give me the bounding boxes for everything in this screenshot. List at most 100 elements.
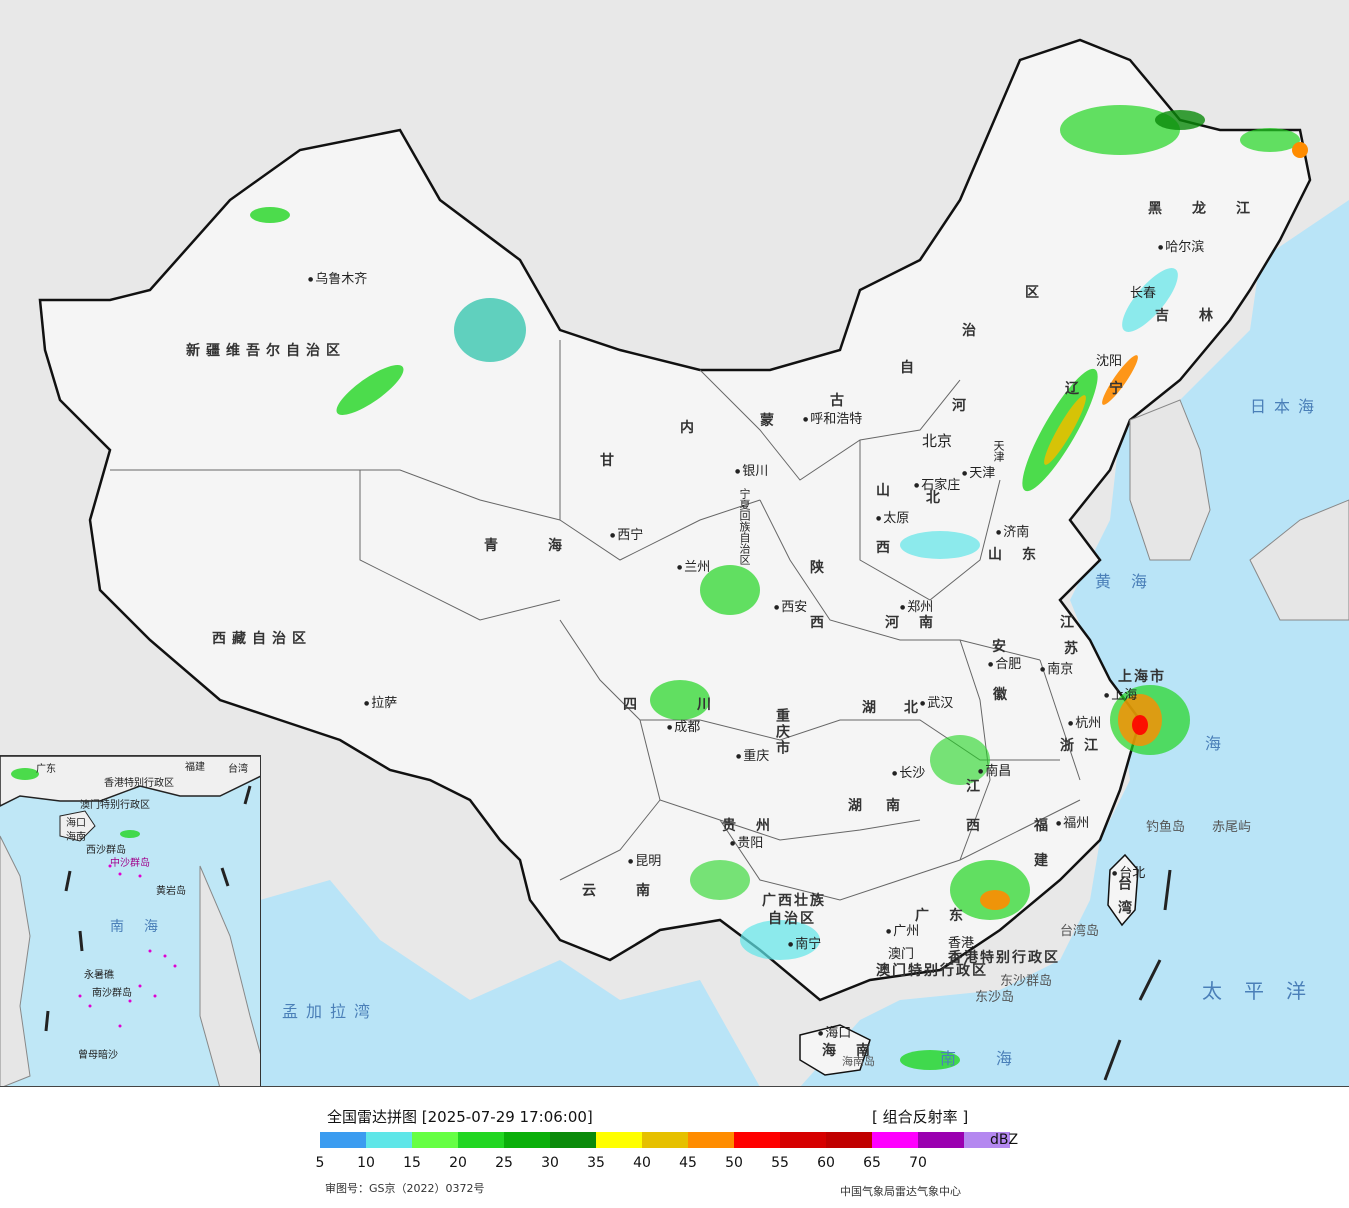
legend-swatch xyxy=(642,1132,688,1148)
inset-guangdong: 广东 xyxy=(36,764,56,775)
region-chongqing: 重庆市 xyxy=(774,708,790,756)
city-macau: 澳门 xyxy=(888,947,915,962)
region-shanghai: 上海市 xyxy=(1118,669,1166,685)
legend-tick-label: 60 xyxy=(817,1155,835,1171)
legend-approval: 审图号：GS京（2022）0372号 xyxy=(325,1182,485,1195)
city-xian: 西安 xyxy=(774,596,807,615)
region-neimenggu-4: 自 xyxy=(900,360,916,376)
sea-yellow: 黄海 xyxy=(1095,572,1168,591)
city-jinan: 济南 xyxy=(996,521,1029,540)
city-zhengzhou: 郑州 xyxy=(900,596,933,615)
legend-credit: 中国气象局雷达气象中心 xyxy=(840,1185,961,1198)
region-shaanxi-2: 西 xyxy=(810,615,826,631)
legend-product: [ 组合反射率 ] xyxy=(872,1108,969,1126)
city-guangzhou: 广州 xyxy=(886,920,919,939)
city-shijiazhuang: 石家庄 xyxy=(914,474,960,493)
island-dongsha-qundao: 东沙群岛 xyxy=(1000,974,1053,989)
inset-yongshu: 永暑礁 xyxy=(84,970,114,981)
island-dongsha-dao: 东沙岛 xyxy=(975,990,1015,1005)
region-guangdong: 广东 xyxy=(915,908,983,924)
korean-peninsula xyxy=(1129,399,1211,561)
legend-swatch xyxy=(366,1132,412,1148)
region-shanxi-1: 山 xyxy=(876,483,892,499)
city-hohhot: 呼和浩特 xyxy=(803,408,862,427)
city-chengdu: 成都 xyxy=(667,716,700,735)
region-tianjin: 天津 xyxy=(992,440,1005,462)
sea-japan: 日本海 xyxy=(1250,397,1323,416)
legend-tick-label: 20 xyxy=(449,1155,467,1171)
inset-zhongsha: 中沙群岛 xyxy=(110,858,150,869)
legend-tick-label: 40 xyxy=(633,1155,651,1171)
region-fujian-1: 福 xyxy=(1034,818,1050,834)
city-hongkong: 香港 xyxy=(948,936,975,951)
inset-taiwan: 台湾 xyxy=(228,764,248,775)
bay-of-bengal xyxy=(230,880,760,1086)
legend-swatch xyxy=(964,1132,1010,1148)
region-neimenggu-5: 治 xyxy=(962,323,978,339)
city-changsha: 长沙 xyxy=(892,762,925,781)
region-sichuan-2: 川 xyxy=(697,697,713,713)
region-hebei-2: 北 xyxy=(926,490,942,506)
region-qinghai: 青海 xyxy=(484,538,612,554)
inset-fujian: 福建 xyxy=(185,762,205,773)
city-urumqi: 乌鲁木齐 xyxy=(308,268,367,287)
legend-swatch xyxy=(596,1132,642,1148)
city-nanning: 南宁 xyxy=(788,933,821,952)
region-anhui-1: 安 xyxy=(992,639,1008,655)
inset-hk: 香港特别行政区 xyxy=(104,778,174,789)
city-tianjin: 天津 xyxy=(962,462,995,481)
island-chiwei: 赤尾屿 xyxy=(1212,820,1252,835)
city-nanchang: 南昌 xyxy=(978,760,1011,779)
city-nanjing: 南京 xyxy=(1040,658,1073,677)
sea-bengal: 孟加拉湾 xyxy=(282,1002,379,1021)
region-macau: 澳门特别行政区 xyxy=(876,963,988,979)
sea-pacific: 太平洋 xyxy=(1202,979,1328,1003)
region-guangxi-2: 自治区 xyxy=(768,911,816,927)
inset-hainan: 海南 xyxy=(66,832,86,843)
city-taiyuan: 太原 xyxy=(876,507,909,526)
legend-swatch xyxy=(458,1132,504,1148)
city-shenyang: 沈阳 xyxy=(1096,354,1123,369)
region-hubei-1: 湖 xyxy=(862,700,878,716)
city-chongqing: 重庆 xyxy=(736,745,769,764)
city-lanzhou: 兰州 xyxy=(677,556,710,575)
region-fujian-2: 建 xyxy=(1034,853,1050,869)
region-hebei-1: 河 xyxy=(952,398,968,414)
legend-tick-label: 55 xyxy=(771,1155,789,1171)
legend-panel: 全国雷达拼图 [2025-07-29 17:06:00] [ 组合反射率 ] d… xyxy=(0,1088,1349,1208)
region-zhejiang: 浙江 xyxy=(1060,738,1108,754)
sea-south-china: 南海 xyxy=(940,1049,1053,1068)
sea-east-china: 海 xyxy=(1205,734,1230,753)
inset-huangyan: 黄岩岛 xyxy=(156,886,186,897)
inset-xisha: 西沙群岛 xyxy=(86,845,126,856)
region-jiangxi-1: 江 xyxy=(966,779,982,795)
region-gansu: 甘 xyxy=(600,453,616,469)
region-neimenggu-3: 古 xyxy=(830,393,846,409)
island-taiwan: 台湾岛 xyxy=(1060,924,1100,939)
legend-swatch xyxy=(504,1132,550,1148)
region-hunan-1: 湖 xyxy=(848,798,864,814)
dash-lines xyxy=(1103,869,1172,1081)
legend-swatch xyxy=(734,1132,780,1148)
region-neimenggu-1: 内 xyxy=(680,420,696,436)
legend-swatch xyxy=(550,1132,596,1148)
city-harbin: 哈尔滨 xyxy=(1158,236,1204,255)
region-shaanxi-1: 陕 xyxy=(810,560,826,576)
city-guiyang: 贵阳 xyxy=(730,832,763,851)
region-sichuan-1: 四 xyxy=(623,697,639,713)
region-hainan: 海南 xyxy=(822,1043,890,1059)
legend-tick-label: 10 xyxy=(357,1155,375,1171)
city-beijing: 北京 xyxy=(922,432,953,450)
legend-tick-label: 65 xyxy=(863,1155,881,1171)
region-yunnan: 云南 xyxy=(582,883,690,899)
region-hubei-2: 北 xyxy=(904,700,920,716)
city-wuhan: 武汉 xyxy=(920,692,953,711)
city-yinchuan: 银川 xyxy=(735,460,768,479)
radar-map: 新疆维吾尔自治区 西藏自治区 青海 甘 内 蒙 古 自 治 区 黑龙江 吉林 辽… xyxy=(0,0,1349,1087)
legend-swatch xyxy=(688,1132,734,1148)
city-xining: 西宁 xyxy=(610,524,643,543)
legend-swatch xyxy=(320,1132,366,1148)
city-shanghai: 上海 xyxy=(1104,684,1137,703)
inset-nanhai: 南海 xyxy=(110,919,178,935)
region-heilongjiang: 黑龙江 xyxy=(1148,201,1280,217)
